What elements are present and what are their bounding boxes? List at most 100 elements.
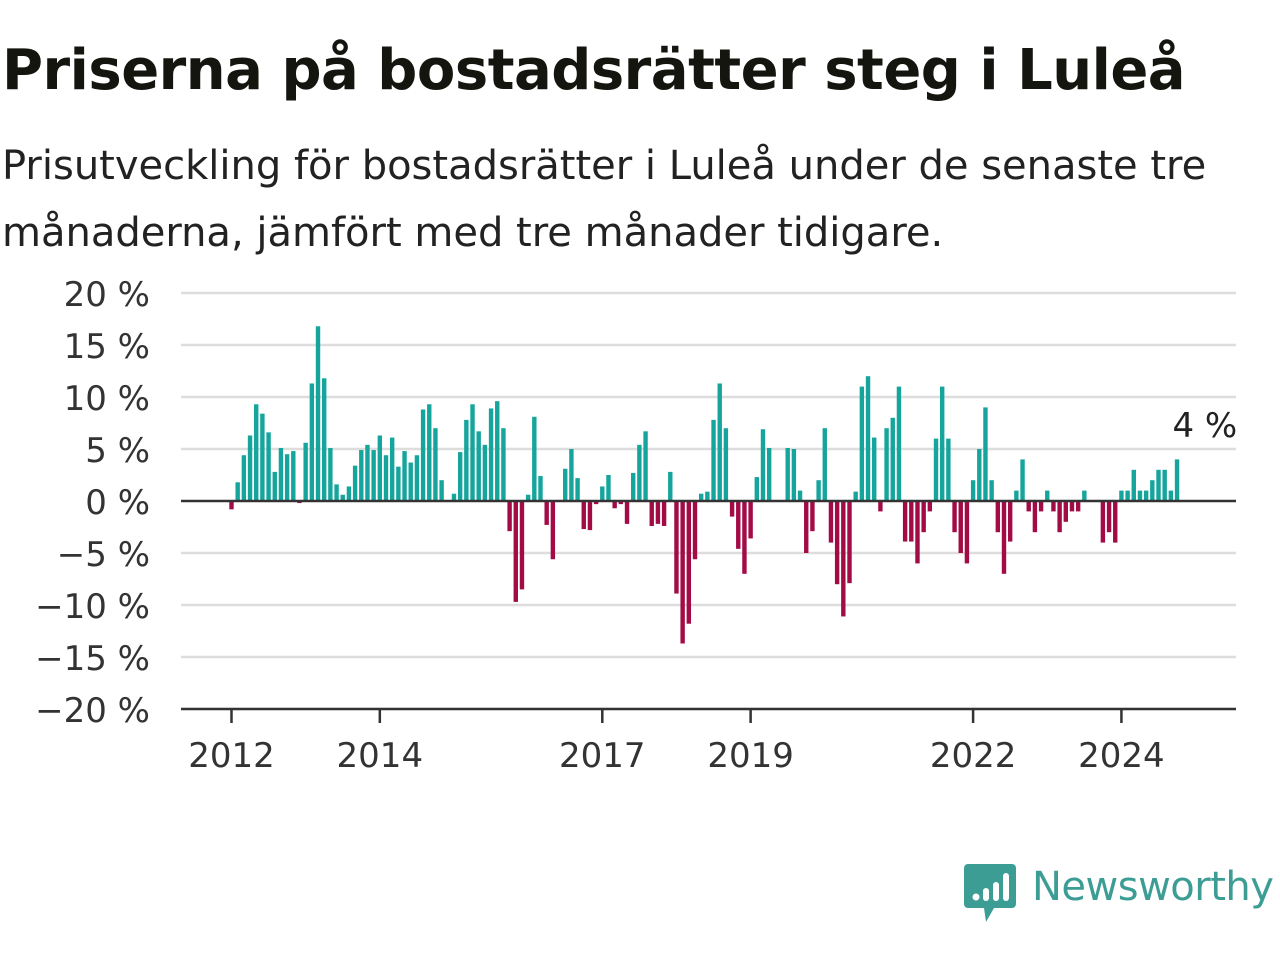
bar [1131, 469, 1136, 501]
bar [717, 383, 722, 501]
bar [488, 408, 494, 501]
bar [470, 404, 475, 501]
bar [989, 480, 994, 501]
bar [451, 493, 457, 501]
bar [303, 442, 308, 501]
bar [1119, 490, 1124, 501]
bar [587, 501, 593, 531]
bar [1032, 501, 1038, 533]
bar [705, 491, 710, 501]
bar [266, 432, 271, 501]
bar [278, 447, 284, 501]
bar [1045, 490, 1050, 501]
y-tick-label: 10 % [64, 379, 150, 419]
bar [519, 501, 525, 590]
bar [1106, 501, 1112, 533]
bar [729, 501, 735, 517]
bar [439, 480, 444, 501]
bar [365, 444, 370, 501]
bar [1137, 490, 1143, 501]
y-tick-label: −10 % [35, 587, 150, 627]
bar [649, 501, 654, 526]
newsworthy-logo-text: Newsworthy [1032, 864, 1274, 910]
bar [791, 449, 797, 501]
x-tick-label: 2024 [1078, 736, 1165, 776]
bar [748, 501, 753, 539]
bar [1007, 501, 1013, 542]
bar [550, 501, 556, 560]
bar [970, 480, 976, 501]
y-tick-label: 5 % [85, 431, 150, 471]
bar [1020, 459, 1025, 501]
y-tick-label: 20 % [64, 275, 150, 315]
newsworthy-logo: Newsworthy [964, 860, 1276, 930]
bar [1038, 501, 1044, 512]
bar [785, 447, 790, 501]
bar [1143, 490, 1149, 501]
bar [1082, 490, 1087, 501]
bar [637, 444, 642, 501]
bars [229, 326, 1180, 644]
bar [754, 477, 759, 501]
bar [309, 383, 315, 501]
bar [655, 501, 661, 524]
bar [581, 501, 586, 530]
bar [254, 404, 259, 501]
bar [352, 465, 358, 501]
bar [884, 428, 889, 501]
bar [841, 501, 846, 617]
bar [371, 450, 376, 501]
bar [921, 501, 926, 533]
bar [346, 486, 352, 501]
bar [933, 438, 939, 501]
bar [1075, 501, 1081, 512]
bar [1051, 501, 1056, 512]
bar [698, 493, 704, 501]
bar [340, 494, 345, 501]
bar [686, 501, 692, 624]
bar [865, 376, 871, 501]
bar [661, 501, 667, 526]
bar [878, 501, 883, 512]
bar [241, 455, 247, 501]
bar [915, 501, 920, 564]
bar [1168, 490, 1174, 501]
bar [760, 429, 766, 501]
bar [1150, 480, 1155, 501]
bar [643, 431, 648, 501]
bar [828, 501, 834, 543]
bar [766, 447, 772, 501]
bar [927, 501, 933, 512]
bar [538, 476, 543, 501]
x-tick-label: 2019 [707, 736, 794, 776]
bar [476, 431, 481, 501]
bar [1113, 501, 1118, 543]
bar [235, 482, 240, 501]
bar [414, 455, 420, 501]
newsworthy-logo-icon [964, 864, 1016, 922]
bar [569, 449, 574, 501]
bar [1001, 501, 1007, 574]
bar [593, 501, 599, 505]
bar [433, 428, 438, 501]
axes [181, 499, 1236, 723]
bar [1014, 490, 1019, 501]
y-tick-label: 15 % [64, 327, 150, 367]
bar [711, 419, 716, 501]
bar [668, 471, 673, 501]
bar [618, 501, 624, 505]
bar [958, 501, 963, 553]
y-tick-label: −20 % [35, 691, 150, 731]
bar [723, 428, 729, 501]
bar [742, 501, 747, 574]
bar [834, 501, 840, 585]
labels: 20 % 15 % 10 % 5 % 0 % −5 % −10 % −15 % −20 % 201… [35, 275, 1237, 776]
bar [995, 501, 1001, 533]
bar [1125, 490, 1130, 501]
bar [847, 501, 852, 584]
bar [804, 501, 809, 553]
bar [810, 501, 815, 532]
bar [940, 386, 945, 501]
bar [427, 404, 432, 501]
bar [359, 450, 364, 501]
